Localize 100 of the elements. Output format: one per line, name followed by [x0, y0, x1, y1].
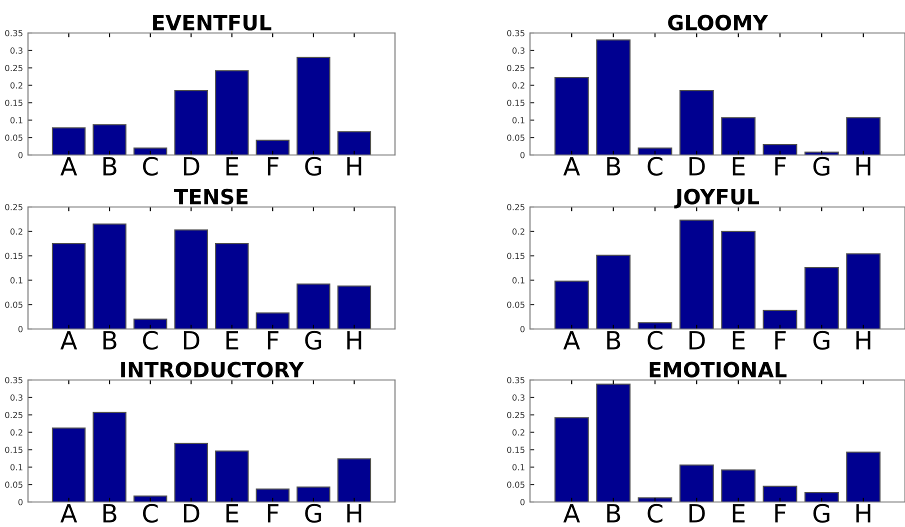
x-tick-label: C — [648, 504, 662, 523]
y-tick-label: 0.35 — [507, 30, 524, 36]
y-tick-label: 0.05 — [5, 302, 22, 308]
x-tick-label: F — [268, 157, 278, 176]
bar — [554, 280, 589, 329]
bar — [846, 452, 881, 502]
x-tick-label: E — [226, 157, 238, 176]
y-tick-label: 0.25 — [507, 412, 524, 418]
bar — [638, 322, 672, 329]
bar — [256, 488, 290, 502]
bar — [256, 312, 290, 329]
bar — [296, 486, 330, 502]
y-tick-label: 0.25 — [507, 204, 524, 210]
bar — [215, 243, 249, 329]
bar — [679, 90, 714, 155]
x-tick-label: H — [856, 331, 870, 350]
x-tick-label: A — [60, 157, 78, 176]
bar — [762, 486, 798, 502]
bar — [596, 39, 631, 155]
bar — [804, 492, 839, 502]
bar — [846, 117, 881, 155]
x-tick-label: H — [856, 157, 870, 176]
x-tick-label: E — [732, 504, 745, 522]
y-tick-label: 0.15 — [507, 446, 524, 453]
chart-title: JOYFUL — [674, 188, 760, 208]
chart-title: INTRODUCTORY — [121, 362, 304, 378]
x-tick-label: B — [103, 331, 116, 350]
bar — [133, 496, 168, 502]
y-tick-label: 0.1 — [512, 117, 524, 124]
y-tick-label: 0.3 — [10, 47, 22, 54]
bar — [174, 442, 208, 502]
x-tick-label: G — [305, 504, 322, 523]
x-tick-label: D — [689, 157, 705, 176]
y-tick-label: 0.1 — [10, 117, 22, 124]
x-tick-label: C — [648, 330, 662, 350]
bar — [337, 286, 372, 329]
y-tick-label: 0.3 — [512, 47, 524, 54]
y-tick-label: 0.1 — [10, 277, 22, 284]
y-tick-label: 0.2 — [512, 228, 524, 235]
bar — [337, 131, 372, 155]
y-tick-label: 0.1 — [512, 464, 524, 470]
y-tick-label: 0.05 — [5, 482, 22, 488]
x-tick-label: E — [732, 331, 745, 350]
x-tick-label: D — [184, 504, 200, 522]
bar — [296, 56, 330, 155]
bar — [762, 144, 798, 155]
x-tick-label: G — [813, 504, 830, 523]
y-tick-label: 0.25 — [507, 64, 524, 72]
x-tick-label: A — [60, 331, 78, 350]
y-tick-label: 0.25 — [5, 412, 22, 418]
x-tick-label: A — [563, 157, 580, 176]
bar — [92, 412, 126, 502]
chart-title: EVENTFUL — [153, 15, 272, 31]
y-tick-label: 0.3 — [512, 394, 524, 401]
x-tick-label: E — [226, 504, 238, 522]
x-tick-label: F — [775, 331, 786, 350]
y-tick-label: 0.15 — [5, 252, 22, 260]
bar — [133, 318, 168, 329]
x-tick-label: D — [184, 331, 200, 350]
y-tick-label: 0.2 — [10, 82, 22, 89]
x-tick-label: D — [689, 331, 705, 350]
bar — [721, 469, 756, 502]
y-tick-label: 0.15 — [507, 100, 524, 106]
x-tick-label: G — [305, 330, 322, 350]
bar — [92, 224, 126, 329]
y-tick-label: 0 — [18, 326, 23, 332]
x-tick-label: H — [347, 157, 362, 176]
y-tick-label: 0 — [520, 498, 525, 506]
y-tick-label: 0 — [520, 326, 525, 332]
x-tick-label: G — [305, 156, 322, 176]
x-tick-label: A — [563, 331, 580, 350]
bar — [804, 266, 839, 329]
bar — [92, 124, 126, 155]
x-tick-label: D — [184, 157, 200, 176]
y-tick-label: 0.1 — [512, 277, 524, 284]
x-tick-label: C — [143, 330, 158, 350]
x-tick-label: B — [607, 157, 620, 176]
bar — [133, 147, 168, 155]
bar — [762, 310, 798, 329]
x-tick-label: C — [648, 156, 662, 176]
y-tick-label: 0.2 — [512, 429, 524, 436]
bar — [256, 140, 290, 155]
x-tick-label: C — [143, 504, 158, 523]
chart-title: EMOTIONAL — [650, 362, 787, 378]
bar — [296, 284, 330, 329]
x-tick-label: B — [103, 157, 116, 176]
y-tick-label: 0 — [18, 498, 23, 506]
y-tick-label: 0.05 — [507, 302, 524, 308]
y-tick-label: 0.35 — [5, 376, 22, 384]
x-tick-label: H — [347, 331, 362, 350]
x-tick-label: F — [775, 504, 786, 522]
bar — [596, 384, 631, 502]
bar — [679, 464, 714, 502]
x-tick-label: F — [775, 157, 786, 176]
x-tick-label: G — [813, 156, 830, 176]
bar — [721, 117, 756, 155]
y-tick-label: 0.15 — [507, 252, 524, 260]
y-tick-label: 0.35 — [5, 30, 22, 36]
bar — [174, 229, 208, 329]
bar — [721, 230, 756, 329]
